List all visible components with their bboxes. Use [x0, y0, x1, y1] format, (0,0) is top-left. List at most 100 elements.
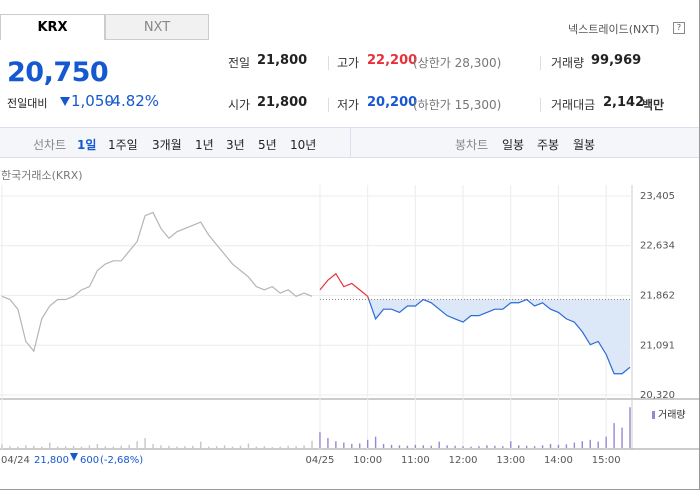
x-tick-label: 04/25: [306, 455, 335, 466]
volume-bar: [255, 446, 258, 448]
separator: [328, 98, 329, 112]
stat-value: 99,969: [591, 53, 642, 68]
change-value: 1,050: [71, 92, 114, 110]
volume-bar: [88, 445, 91, 448]
y-tick-label: 20,320: [640, 390, 675, 401]
y-tick-label: 21,091: [640, 340, 675, 351]
current-price: 20,750: [7, 57, 109, 88]
volume-bar: [231, 446, 234, 448]
price-line: [319, 272, 631, 375]
stat-label: 거래대금: [551, 98, 596, 112]
volume-bar: [470, 446, 472, 448]
separator: [350, 127, 351, 158]
stat-value: 20,200: [367, 95, 418, 110]
volume-bar: [366, 439, 369, 448]
separator: [328, 56, 329, 70]
prev-change-percent: (-2,68%): [100, 455, 143, 466]
tab-krx[interactable]: KRX: [0, 14, 105, 40]
volume-bar: [390, 444, 393, 448]
period-button[interactable]: 3개월: [152, 138, 182, 152]
volume-bar: [327, 438, 329, 448]
period-button[interactable]: 1일: [77, 138, 97, 152]
period-button[interactable]: 1년: [195, 138, 214, 152]
volume-bar: [311, 440, 313, 448]
volume-bar: [192, 445, 194, 448]
volume-bar: [80, 446, 83, 448]
separator: [540, 98, 541, 112]
volume-bar: [319, 432, 321, 448]
volume-bar: [525, 445, 528, 448]
volume-bar: [533, 446, 536, 448]
volume-bar: [144, 438, 146, 448]
y-tick-label: 23,405: [640, 191, 675, 202]
volume-bar: [541, 445, 544, 448]
volume-bar: [398, 445, 401, 448]
area-fill: [319, 273, 630, 374]
volume-bar: [1, 444, 3, 448]
volume-bar: [351, 443, 353, 448]
x-tick-label: 14:00: [544, 455, 573, 466]
y-tick-label: 22,634: [640, 241, 675, 252]
change-label: 전일대비: [7, 97, 48, 110]
down-arrow: [60, 97, 70, 106]
volume-bar: [64, 446, 67, 448]
volume-bar: [494, 445, 496, 448]
candle-button[interactable]: 주봉: [537, 138, 560, 152]
period-button[interactable]: 10년: [290, 138, 317, 152]
volume-bar: [573, 442, 576, 448]
volume-bar: [72, 445, 75, 448]
down-arrow: [70, 453, 78, 461]
volume-bar: [48, 442, 51, 448]
volume-bar: [25, 445, 27, 448]
volume-bar: [374, 436, 377, 448]
volume-bar: [56, 446, 59, 448]
volume-bar: [200, 441, 202, 448]
volume-bar: [446, 445, 448, 448]
volume-bar: [430, 445, 432, 448]
chart-source: 한국거래소(KRX): [1, 169, 83, 182]
stat-label: 전일: [228, 56, 251, 70]
help-icon[interactable]: ?: [673, 22, 685, 34]
candle-chart-label: 봉차트: [455, 138, 489, 152]
stat-label: 저가: [337, 98, 360, 112]
separator: [540, 56, 541, 70]
volume-bar: [303, 445, 305, 448]
tab-nxt[interactable]: NXT: [105, 14, 209, 40]
volume-bar: [207, 446, 210, 448]
x-tick-label: 04/24: [1, 455, 30, 466]
volume-bar: [33, 445, 35, 448]
volume-bar: [96, 443, 99, 448]
volume-bar: [462, 446, 464, 448]
volume-bar: [136, 441, 138, 448]
volume-bar: [104, 446, 107, 448]
volume-bar: [247, 443, 250, 448]
volume-bar: [406, 445, 409, 448]
volume-bar: [152, 443, 154, 448]
stat-value: 22,200: [367, 53, 418, 68]
volume-bar: [295, 446, 297, 448]
volume-bar: [184, 446, 186, 448]
x-tick-label: 10:00: [353, 455, 382, 466]
volume-bar: [581, 441, 584, 448]
period-button[interactable]: 5년: [258, 138, 277, 152]
volume-bar: [510, 441, 512, 448]
x-tick-label: 12:00: [449, 455, 478, 466]
volume-bar: [168, 445, 170, 448]
period-button[interactable]: 3년: [226, 138, 245, 152]
volume-bar: [565, 444, 568, 448]
volume-bar: [621, 427, 623, 448]
period-button[interactable]: 1주일: [108, 138, 138, 152]
volume-bar: [454, 445, 456, 448]
candle-button[interactable]: 일봉: [502, 138, 525, 152]
candle-button[interactable]: 월봉: [573, 138, 596, 152]
volume-bar: [486, 445, 488, 448]
volume-bar: [17, 446, 19, 448]
legend-label: 거래량: [658, 409, 686, 421]
volume-bar: [279, 446, 281, 448]
volume-bar: [597, 441, 599, 448]
prev-change: 600: [80, 455, 99, 466]
volume-bar: [215, 446, 218, 448]
volume-bar: [359, 443, 361, 448]
nxt-link[interactable]: 넥스트레이드(NXT): [568, 23, 660, 36]
volume-bar: [438, 441, 440, 448]
